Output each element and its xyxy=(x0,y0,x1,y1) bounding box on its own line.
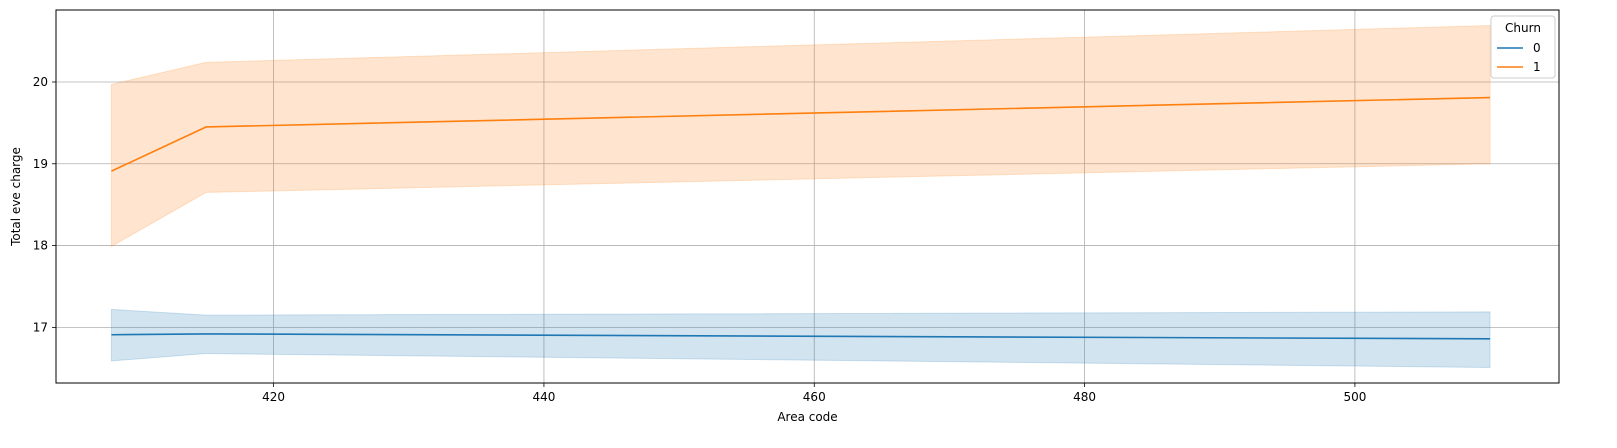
y-axis-ticks: 17 18 19 20 xyxy=(33,75,56,334)
y-tick-label: 17 xyxy=(33,320,48,334)
legend-items: 01 xyxy=(1497,41,1541,74)
x-axis-label: Area code xyxy=(777,410,837,424)
ci-band-series-0 xyxy=(110,308,1491,368)
y-tick-label: 20 xyxy=(33,75,48,89)
line-series-0 xyxy=(111,333,1491,340)
legend: Churn 01 xyxy=(1490,15,1556,79)
series-lines xyxy=(111,96,1491,340)
legend-label-1: 1 xyxy=(1533,60,1541,74)
legend-title: Churn xyxy=(1505,21,1541,35)
x-axis-ticks: 420 440 460 480 500 xyxy=(262,383,1366,404)
y-tick-label: 19 xyxy=(33,157,48,171)
grid-lines xyxy=(56,10,1559,383)
x-tick-label: 420 xyxy=(262,390,285,404)
legend-label-0: 0 xyxy=(1533,41,1541,55)
x-tick-label: 440 xyxy=(532,390,555,404)
plot-frame xyxy=(55,9,1560,384)
legend-box xyxy=(1490,15,1556,79)
y-axis-label: Total eve charge xyxy=(9,147,23,247)
x-tick-label: 460 xyxy=(803,390,826,404)
x-tick-label: 480 xyxy=(1073,390,1096,404)
x-tick-label: 500 xyxy=(1343,390,1366,404)
y-tick-label: 18 xyxy=(33,239,48,253)
line-series-1 xyxy=(111,96,1491,172)
ci-band-series-1 xyxy=(110,25,1491,248)
confidence-bands xyxy=(110,25,1491,368)
